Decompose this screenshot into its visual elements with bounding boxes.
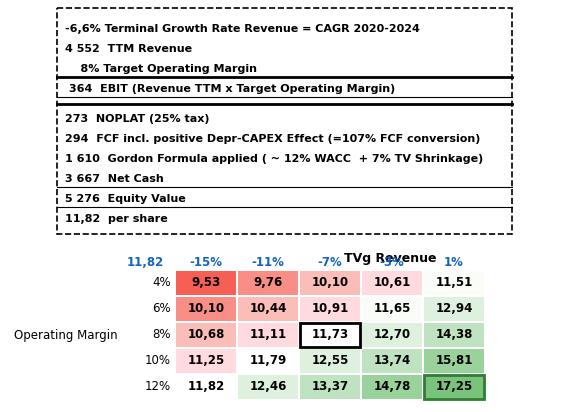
Text: 4 552  TTM Revenue: 4 552 TTM Revenue	[65, 44, 192, 54]
Text: 12,70: 12,70	[373, 328, 410, 342]
Bar	[176, 349, 236, 373]
Bar	[424, 323, 484, 347]
Bar	[176, 323, 236, 347]
Text: 11,82: 11,82	[188, 381, 225, 393]
Text: 6%: 6%	[152, 302, 171, 316]
Text: 294  FCF incl. positive Depr-CAPEX Effect (=107% FCF conversion): 294 FCF incl. positive Depr-CAPEX Effect…	[65, 134, 481, 144]
Text: 4%: 4%	[152, 276, 171, 290]
Bar	[238, 297, 298, 321]
Text: 10,44: 10,44	[249, 302, 287, 316]
Text: 1 610  Gordon Formula applied ( ~ 12% WACC  + 7% TV Shrinkage): 1 610 Gordon Formula applied ( ~ 12% WAC…	[65, 154, 483, 164]
Text: 5 276  Equity Value: 5 276 Equity Value	[65, 194, 186, 204]
Bar	[176, 271, 236, 295]
Text: -7%: -7%	[317, 255, 343, 269]
Text: 10,10: 10,10	[188, 302, 225, 316]
Text: 11,79: 11,79	[250, 354, 287, 368]
Bar	[238, 271, 298, 295]
Bar	[362, 271, 422, 295]
Text: 8%: 8%	[153, 328, 171, 342]
Text: 10,61: 10,61	[373, 276, 410, 290]
Text: 10,68: 10,68	[188, 328, 225, 342]
Bar	[300, 323, 360, 347]
Bar	[362, 323, 422, 347]
Bar	[176, 297, 236, 321]
Bar	[300, 297, 360, 321]
Bar	[176, 375, 236, 399]
Bar	[238, 349, 298, 373]
Bar	[424, 349, 484, 373]
Text: 13,37: 13,37	[311, 381, 349, 393]
Bar	[300, 271, 360, 295]
Text: 15,81: 15,81	[435, 354, 473, 368]
Text: 9,76: 9,76	[254, 276, 283, 290]
Text: TVg Revenue: TVg Revenue	[344, 252, 436, 265]
Bar	[300, 375, 360, 399]
Bar	[424, 297, 484, 321]
Text: 11,11: 11,11	[250, 328, 287, 342]
Text: 11,82: 11,82	[127, 255, 164, 269]
Text: -11%: -11%	[251, 255, 284, 269]
Bar	[424, 375, 484, 399]
Bar	[362, 375, 422, 399]
Text: 11,51: 11,51	[435, 276, 473, 290]
Text: 12,94: 12,94	[435, 302, 473, 316]
Text: 13,74: 13,74	[373, 354, 410, 368]
Text: -6,6% Terminal Growth Rate Revenue = CAGR 2020-2024: -6,6% Terminal Growth Rate Revenue = CAG…	[65, 24, 420, 34]
Bar	[424, 375, 484, 399]
Text: 3 667  Net Cash: 3 667 Net Cash	[65, 174, 164, 184]
Text: 10,10: 10,10	[311, 276, 349, 290]
Text: -15%: -15%	[189, 255, 222, 269]
Text: 17,25: 17,25	[435, 381, 473, 393]
Bar	[362, 297, 422, 321]
Bar	[424, 271, 484, 295]
Bar	[300, 349, 360, 373]
Text: 9,53: 9,53	[192, 276, 221, 290]
Text: 12,46: 12,46	[249, 381, 287, 393]
Text: -3%: -3%	[380, 255, 404, 269]
Text: 11,82  per share: 11,82 per share	[65, 214, 168, 224]
Text: 11,25: 11,25	[188, 354, 225, 368]
Text: 273  NOPLAT (25% tax): 273 NOPLAT (25% tax)	[65, 114, 210, 124]
Bar	[238, 375, 298, 399]
Text: 10,91: 10,91	[311, 302, 349, 316]
Bar	[57, 8, 512, 234]
Text: 14,38: 14,38	[435, 328, 473, 342]
Text: 1%: 1%	[444, 255, 464, 269]
Text: 12%: 12%	[145, 381, 171, 393]
Text: 11,73: 11,73	[311, 328, 349, 342]
Bar	[362, 349, 422, 373]
Text: 364  EBIT (Revenue TTM x Target Operating Margin): 364 EBIT (Revenue TTM x Target Operating…	[69, 84, 395, 94]
Text: 14,78: 14,78	[373, 381, 411, 393]
Text: 8% Target Operating Margin: 8% Target Operating Margin	[65, 64, 257, 74]
Text: 11,65: 11,65	[373, 302, 411, 316]
Text: 12,55: 12,55	[311, 354, 349, 368]
Bar	[238, 323, 298, 347]
Text: Operating Margin: Operating Margin	[14, 328, 117, 342]
Text: 10%: 10%	[145, 354, 171, 368]
Bar	[300, 323, 360, 347]
